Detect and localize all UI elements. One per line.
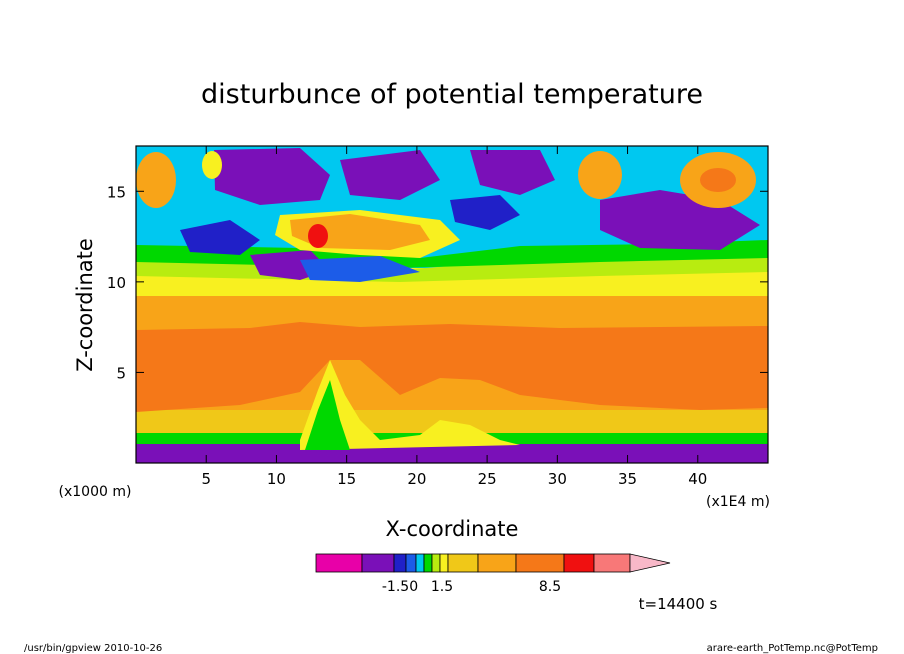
colorbar-tick-label: 1.5 (431, 579, 453, 595)
colorbar-tick-label: 8.5 (539, 579, 561, 595)
footer-right: arare-earth_PotTemp.nc@PotTemp (707, 643, 878, 654)
x-tick-label: 30 (548, 470, 567, 488)
colorbar-swatch (315, 553, 363, 573)
time-label: t=14400 s (639, 595, 718, 613)
x-axis-label: X-coordinate (386, 517, 519, 541)
plot-frame (135, 145, 769, 464)
y-axis-label: Z-coordinate (73, 238, 97, 372)
x-tick-label: 35 (618, 470, 637, 488)
chart-title: disturbunce of potential temperature (201, 79, 703, 110)
y-tick-label: 10 (107, 274, 126, 292)
colorbar-swatch (563, 553, 595, 573)
x-unit-right: (x1E4 m) (706, 494, 770, 510)
contour-field (136, 146, 768, 463)
colorbar-swatch (361, 553, 395, 573)
colorbar-swatch (415, 553, 425, 573)
y-tick-label: 5 (116, 364, 126, 382)
colorbar-swatch (431, 553, 441, 573)
colorbar-swatch (405, 553, 417, 573)
colorbar-swatch (447, 553, 479, 573)
colorbar-swatch (515, 553, 565, 573)
colorbar-labels: -1.50 1.5 8.5 (382, 579, 561, 595)
x-tick-label: 40 (688, 470, 707, 488)
x-tick-label: 15 (337, 470, 356, 488)
colorbar-swatch (439, 553, 449, 573)
y-axis-ticks: 5 10 15 (107, 183, 768, 382)
colorbar-swatch (593, 553, 631, 573)
x-tick-label: 5 (201, 470, 211, 488)
colorbar-swatch (477, 553, 517, 573)
y-tick-label: 15 (107, 183, 126, 201)
colorbar-swatch (423, 553, 433, 573)
x-axis-ticks: 5 10 15 20 25 30 35 40 (201, 146, 707, 488)
x-tick-label: 10 (267, 470, 286, 488)
colorbar-swatch (393, 553, 407, 573)
x-tick-label: 20 (407, 470, 426, 488)
x-tick-label: 25 (478, 470, 497, 488)
colorbar-tick-label: -1.50 (382, 579, 418, 595)
colorbar (315, 553, 671, 573)
footer-left: /usr/bin/gpview 2010-10-26 (24, 643, 162, 654)
x-unit-left: (x1000 m) (59, 484, 132, 500)
colorbar-extension (629, 553, 671, 573)
